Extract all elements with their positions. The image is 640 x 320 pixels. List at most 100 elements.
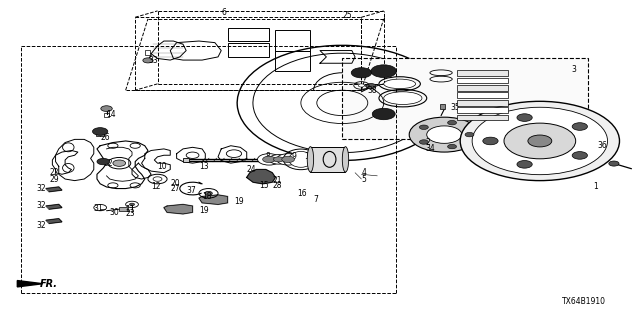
Text: 8: 8 bbox=[266, 152, 271, 161]
Circle shape bbox=[153, 177, 162, 181]
Circle shape bbox=[371, 65, 396, 77]
Circle shape bbox=[372, 108, 395, 120]
Text: 26: 26 bbox=[100, 133, 110, 142]
Text: 14: 14 bbox=[106, 109, 116, 118]
Circle shape bbox=[460, 101, 620, 180]
Text: FR.: FR. bbox=[40, 279, 58, 289]
Circle shape bbox=[143, 58, 153, 63]
Bar bbox=[342, 59, 588, 140]
Polygon shape bbox=[199, 195, 228, 204]
Circle shape bbox=[419, 140, 428, 144]
Bar bbox=[119, 207, 127, 212]
Bar bbox=[440, 105, 445, 109]
Bar bbox=[457, 85, 508, 91]
Bar bbox=[457, 115, 508, 120]
Circle shape bbox=[93, 128, 108, 135]
Circle shape bbox=[129, 203, 134, 206]
Text: 7: 7 bbox=[314, 195, 319, 204]
Circle shape bbox=[282, 156, 294, 163]
Text: 21: 21 bbox=[272, 176, 282, 185]
Text: 37: 37 bbox=[186, 186, 196, 195]
Bar bbox=[228, 43, 269, 57]
Text: 16: 16 bbox=[298, 189, 307, 198]
Ellipse shape bbox=[384, 79, 415, 89]
Bar bbox=[310, 147, 346, 172]
Polygon shape bbox=[164, 204, 193, 214]
Circle shape bbox=[205, 191, 212, 195]
Circle shape bbox=[100, 106, 112, 111]
Text: 35: 35 bbox=[451, 103, 460, 112]
Circle shape bbox=[472, 107, 607, 175]
Text: TX64B1910: TX64B1910 bbox=[562, 297, 606, 306]
Text: 32: 32 bbox=[103, 159, 113, 168]
Circle shape bbox=[504, 123, 576, 159]
Circle shape bbox=[273, 157, 284, 162]
Text: 24: 24 bbox=[246, 165, 257, 174]
Bar bbox=[104, 113, 109, 117]
Ellipse shape bbox=[384, 92, 422, 105]
Circle shape bbox=[572, 152, 588, 159]
Circle shape bbox=[276, 154, 300, 165]
Polygon shape bbox=[246, 170, 275, 184]
Circle shape bbox=[113, 160, 125, 166]
Bar bbox=[183, 158, 189, 162]
Bar bbox=[275, 30, 310, 51]
Text: 19: 19 bbox=[199, 206, 209, 215]
Text: 1: 1 bbox=[593, 182, 598, 191]
Bar bbox=[457, 70, 508, 76]
Text: 11: 11 bbox=[125, 205, 135, 214]
Circle shape bbox=[351, 68, 372, 78]
Bar bbox=[228, 28, 269, 41]
Polygon shape bbox=[46, 187, 62, 192]
Text: 34: 34 bbox=[425, 144, 435, 153]
Text: 27: 27 bbox=[170, 184, 180, 193]
Circle shape bbox=[262, 156, 275, 163]
Circle shape bbox=[97, 158, 109, 165]
Circle shape bbox=[427, 126, 462, 143]
Text: 36: 36 bbox=[597, 141, 607, 150]
Bar bbox=[97, 132, 104, 136]
Text: 38: 38 bbox=[368, 86, 378, 95]
Text: 4: 4 bbox=[362, 168, 366, 177]
Ellipse shape bbox=[342, 147, 349, 172]
Text: 33: 33 bbox=[148, 56, 157, 65]
Bar bbox=[457, 78, 508, 83]
Circle shape bbox=[483, 137, 498, 145]
Text: 15: 15 bbox=[259, 181, 269, 190]
Text: 10: 10 bbox=[157, 162, 167, 171]
Text: 32: 32 bbox=[36, 202, 46, 211]
Circle shape bbox=[358, 84, 365, 87]
Bar bbox=[145, 50, 150, 55]
Circle shape bbox=[528, 135, 552, 147]
Circle shape bbox=[447, 120, 456, 125]
Polygon shape bbox=[46, 204, 62, 209]
Bar bbox=[275, 51, 310, 71]
Text: 20: 20 bbox=[170, 179, 180, 188]
Text: 13: 13 bbox=[199, 162, 209, 171]
Text: 31: 31 bbox=[94, 204, 104, 213]
Bar bbox=[457, 107, 508, 113]
Circle shape bbox=[419, 125, 428, 130]
Circle shape bbox=[609, 161, 619, 166]
Circle shape bbox=[517, 161, 532, 168]
Text: 18: 18 bbox=[202, 192, 212, 201]
Text: 12: 12 bbox=[151, 182, 161, 191]
Text: 30: 30 bbox=[109, 208, 120, 217]
Circle shape bbox=[447, 144, 456, 149]
Circle shape bbox=[465, 132, 474, 137]
Bar bbox=[457, 92, 508, 98]
Polygon shape bbox=[17, 281, 43, 287]
Circle shape bbox=[409, 117, 479, 152]
Text: 22: 22 bbox=[49, 168, 59, 177]
Circle shape bbox=[572, 123, 588, 130]
Text: 17: 17 bbox=[304, 152, 314, 161]
Text: 5: 5 bbox=[362, 174, 366, 184]
Text: 9: 9 bbox=[291, 152, 296, 161]
Circle shape bbox=[269, 155, 288, 164]
Text: 32: 32 bbox=[36, 184, 46, 193]
Text: 6: 6 bbox=[221, 8, 226, 17]
Text: 25: 25 bbox=[342, 11, 352, 20]
Bar bbox=[457, 100, 508, 106]
Text: 19: 19 bbox=[234, 197, 244, 206]
Text: 32: 32 bbox=[36, 220, 46, 229]
